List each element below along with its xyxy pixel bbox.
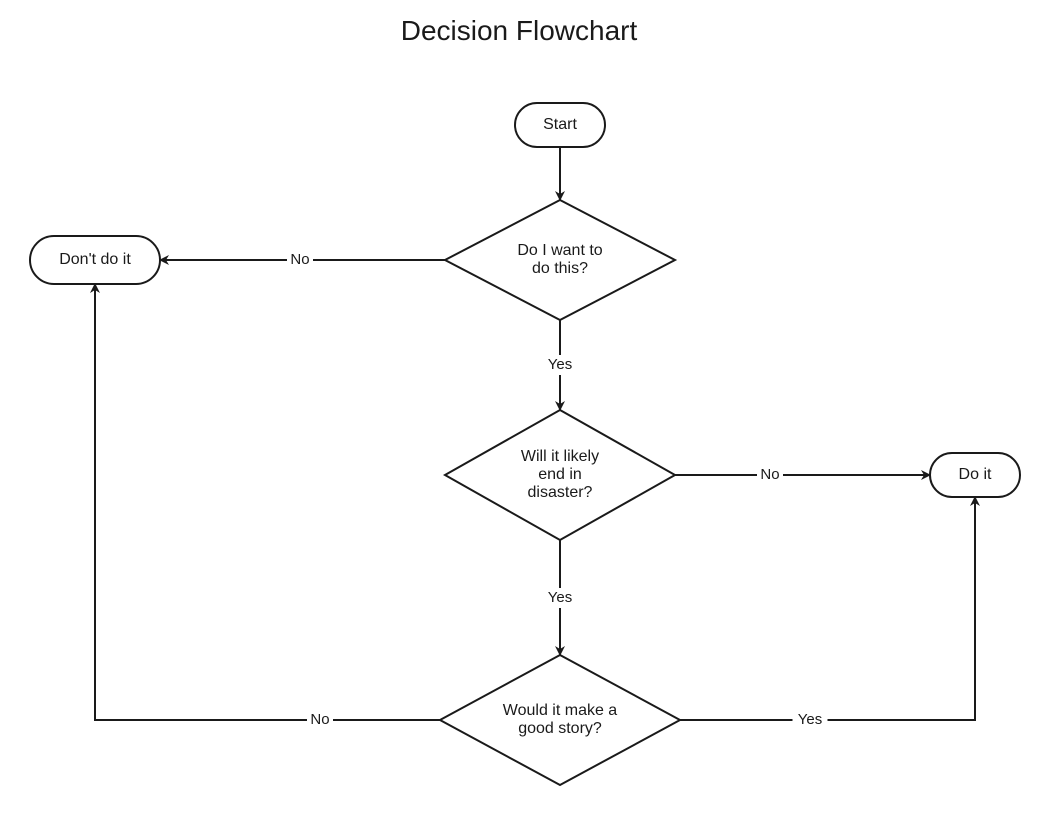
node-disaster-label-line-0: Will it likely xyxy=(521,448,599,465)
node-disaster: Will it likelyend indisaster? xyxy=(445,410,675,540)
node-doit: Do it xyxy=(930,453,1020,497)
node-story: Would it make agood story? xyxy=(440,655,680,785)
node-want-label-line-1: do this? xyxy=(532,260,588,277)
edge-label-disaster-story: Yes xyxy=(548,589,572,606)
edge-story-to-doit xyxy=(680,497,975,720)
chart-title: Decision Flowchart xyxy=(401,15,638,46)
edge-story-to-dont xyxy=(95,284,440,720)
node-start: Start xyxy=(515,103,605,147)
node-dont: Don't do it xyxy=(30,236,160,284)
node-disaster-label-line-1: end in xyxy=(538,466,582,483)
node-want-label-line-0: Do I want to xyxy=(517,242,602,259)
nodes-layer: Start Do I want todo this? Don't do it Will… xyxy=(30,103,1020,785)
node-start-label-line-0: Start xyxy=(543,116,577,133)
node-dont-label-line-0: Don't do it xyxy=(59,251,131,268)
node-want: Do I want todo this? xyxy=(445,200,675,320)
node-doit-label-line-0: Do it xyxy=(959,466,992,483)
node-story-label-line-0: Would it make a xyxy=(503,702,618,719)
edge-label-story-dont: No xyxy=(310,711,329,728)
edge-label-want-disaster: Yes xyxy=(548,356,572,373)
decision-flowchart: Decision Flowchart No Yes No Yes No Yes Start… xyxy=(0,0,1039,817)
node-disaster-label-line-2: disaster? xyxy=(528,484,593,501)
node-story-label-line-1: good story? xyxy=(518,720,602,737)
edge-label-story-doit: Yes xyxy=(798,711,822,728)
edge-label-disaster-doit: No xyxy=(760,466,779,483)
edge-label-want-dont: No xyxy=(290,251,309,268)
